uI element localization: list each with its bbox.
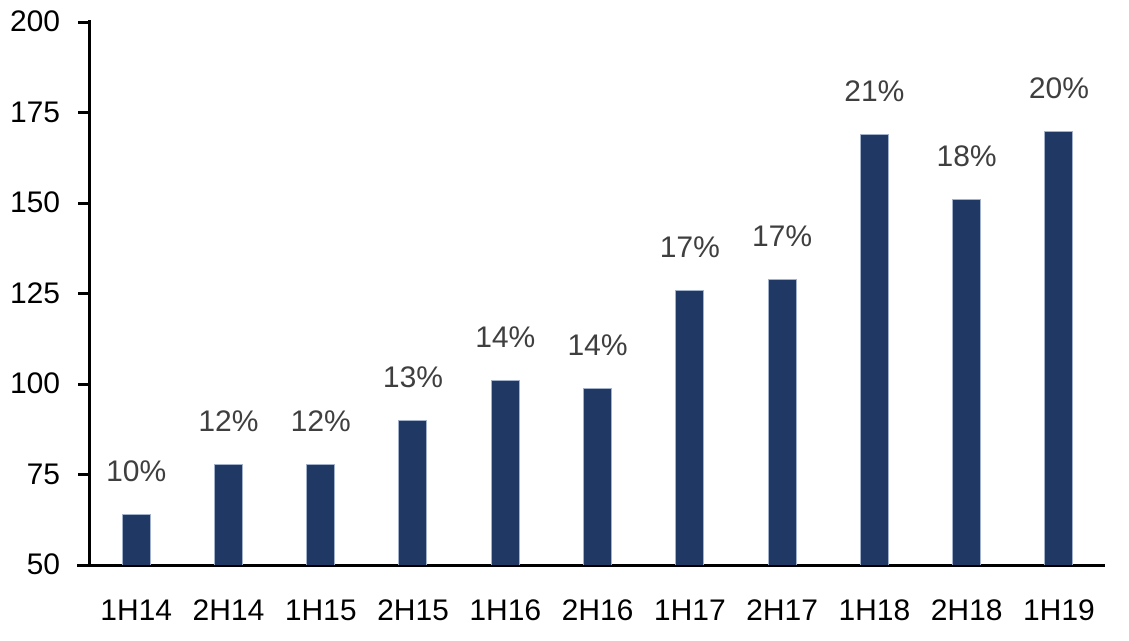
y-axis-tick [78, 292, 91, 295]
x-axis-label: 2H14 [192, 594, 265, 627]
bar-value-label: 17% [659, 230, 720, 264]
y-axis-tick [78, 20, 91, 24]
x-axis-label: 2H17 [746, 594, 818, 627]
y-axis-tick [78, 201, 91, 205]
bar-value-label: 21% [844, 75, 905, 109]
y-axis-tick-label: 175 [9, 95, 60, 129]
bar-value-label: 12% [198, 404, 259, 438]
bar-value-label: 14% [567, 328, 628, 362]
bar [490, 380, 520, 565]
x-axis-label: 1H19 [1023, 594, 1095, 627]
bar [952, 199, 982, 565]
y-axis-tick-label: 100 [9, 367, 60, 400]
bar-value-label: 20% [1028, 71, 1089, 105]
bar [675, 289, 705, 565]
y-axis-tick-label: 125 [9, 276, 60, 310]
bar [306, 463, 336, 565]
x-axis-label: 2H18 [930, 594, 1003, 627]
bar-value-label: 12% [290, 404, 351, 438]
bar [213, 463, 243, 565]
y-axis-tick [78, 563, 91, 567]
bar-value-label: 10% [106, 455, 167, 489]
y-axis-tick-label: 200 [9, 5, 60, 38]
y-axis-tick [78, 473, 91, 476]
y-axis-tick-label: 75 [26, 457, 60, 491]
x-axis-line [77, 564, 1105, 567]
y-axis-tick [78, 382, 91, 386]
y-axis-tick [78, 111, 91, 114]
x-axis-label: 2H15 [377, 594, 449, 627]
bar [583, 387, 612, 565]
y-axis-tick-label: 50 [26, 548, 60, 581]
bar-value-label: 18% [936, 140, 997, 174]
x-axis-label: 1H16 [469, 594, 542, 627]
bar [859, 134, 889, 565]
x-axis-label: 1H14 [100, 594, 172, 627]
bar-value-label: 14% [475, 321, 536, 355]
bar-value-label: 17% [752, 220, 813, 254]
x-axis-label: 2H16 [561, 594, 634, 627]
bar [398, 420, 428, 565]
bar-value-label: 13% [382, 361, 443, 395]
bar [1044, 130, 1074, 565]
x-axis-label: 1H18 [838, 594, 911, 627]
x-axis-label: 1H15 [284, 594, 357, 627]
bar [121, 514, 151, 565]
y-axis-tick-label: 150 [9, 186, 60, 219]
bar [767, 279, 797, 565]
x-axis-label: 1H17 [653, 594, 726, 627]
